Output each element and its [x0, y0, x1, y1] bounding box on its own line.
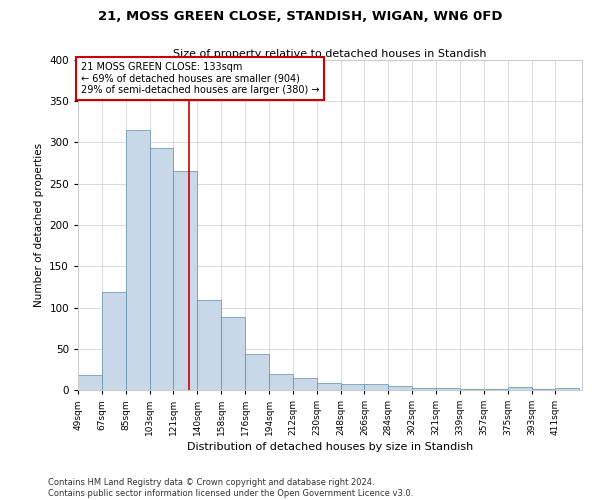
- Bar: [269, 374, 293, 390]
- Y-axis label: Number of detached properties: Number of detached properties: [34, 143, 44, 307]
- Bar: [293, 378, 317, 390]
- Bar: [221, 318, 245, 390]
- Bar: [556, 388, 580, 390]
- Bar: [532, 389, 556, 390]
- Text: Contains HM Land Registry data © Crown copyright and database right 2024.
Contai: Contains HM Land Registry data © Crown c…: [48, 478, 413, 498]
- Bar: [508, 386, 532, 390]
- Text: 21, MOSS GREEN CLOSE, STANDISH, WIGAN, WN6 0FD: 21, MOSS GREEN CLOSE, STANDISH, WIGAN, W…: [98, 10, 502, 23]
- Bar: [436, 388, 460, 390]
- Text: 21 MOSS GREEN CLOSE: 133sqm
← 69% of detached houses are smaller (904)
29% of se: 21 MOSS GREEN CLOSE: 133sqm ← 69% of det…: [80, 62, 319, 95]
- Bar: [126, 130, 149, 390]
- Title: Size of property relative to detached houses in Standish: Size of property relative to detached ho…: [173, 49, 487, 59]
- Bar: [364, 384, 388, 390]
- Bar: [460, 389, 484, 390]
- Bar: [341, 384, 364, 390]
- Bar: [78, 375, 102, 390]
- Bar: [412, 388, 436, 390]
- Bar: [149, 148, 173, 390]
- Bar: [245, 354, 269, 390]
- X-axis label: Distribution of detached houses by size in Standish: Distribution of detached houses by size …: [187, 442, 473, 452]
- Bar: [317, 384, 341, 390]
- Bar: [484, 389, 508, 390]
- Bar: [102, 292, 126, 390]
- Bar: [197, 300, 221, 390]
- Bar: [388, 386, 412, 390]
- Bar: [173, 172, 197, 390]
